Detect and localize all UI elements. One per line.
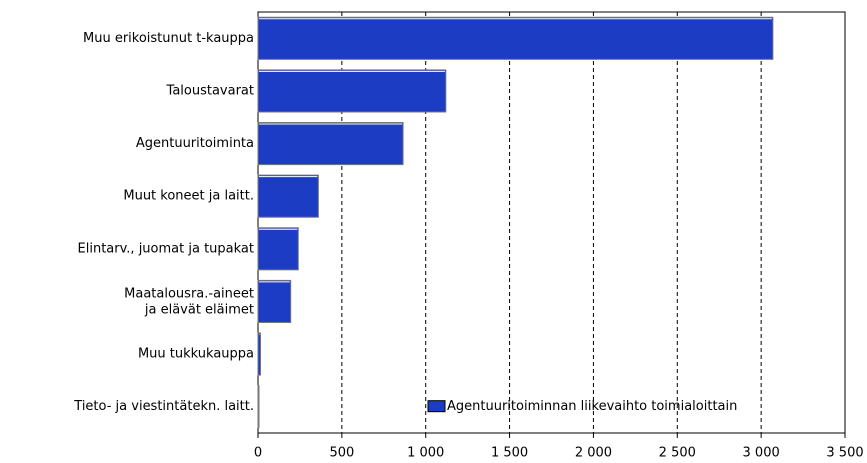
bar [257, 332, 262, 376]
y-tick-label: Muu erikoistunut t-kauppa [83, 31, 254, 46]
x-tick-label: 1 500 [491, 446, 528, 461]
bar [257, 279, 292, 323]
legend-label: Agentuuritoiminnan liikevaihto toimialoi… [447, 399, 737, 414]
bar [257, 385, 260, 429]
y-tick-label: Muu tukkukauppa [138, 347, 254, 362]
bar [257, 69, 447, 113]
y-tick-label: Agentuuritoiminta [136, 136, 254, 151]
bar [257, 227, 299, 271]
x-tick-label: 2 500 [659, 446, 696, 461]
x-tick-label: 3 500 [826, 446, 863, 461]
x-tick-label: 1 000 [407, 446, 444, 461]
y-tick-label: Tieto- ja viestintätekn. laitt. [73, 399, 254, 414]
y-tick-label: Elintarv., juomat ja tupakat [78, 241, 254, 256]
x-tick-label: 500 [329, 446, 354, 461]
bar [257, 122, 404, 166]
x-tick-label: 0 [254, 446, 262, 461]
bar [257, 16, 774, 60]
y-tick-label: Muut koneet ja laitt. [123, 189, 254, 204]
x-tick-label: 3 000 [743, 446, 780, 461]
y-tick-label: Maatalousra.-aineet ja elävät eläimet [124, 286, 254, 317]
y-tick-label: Taloustavarat [166, 83, 254, 98]
legend-swatch [427, 400, 446, 413]
x-tick-label: 2 000 [575, 446, 612, 461]
bar [257, 174, 319, 218]
